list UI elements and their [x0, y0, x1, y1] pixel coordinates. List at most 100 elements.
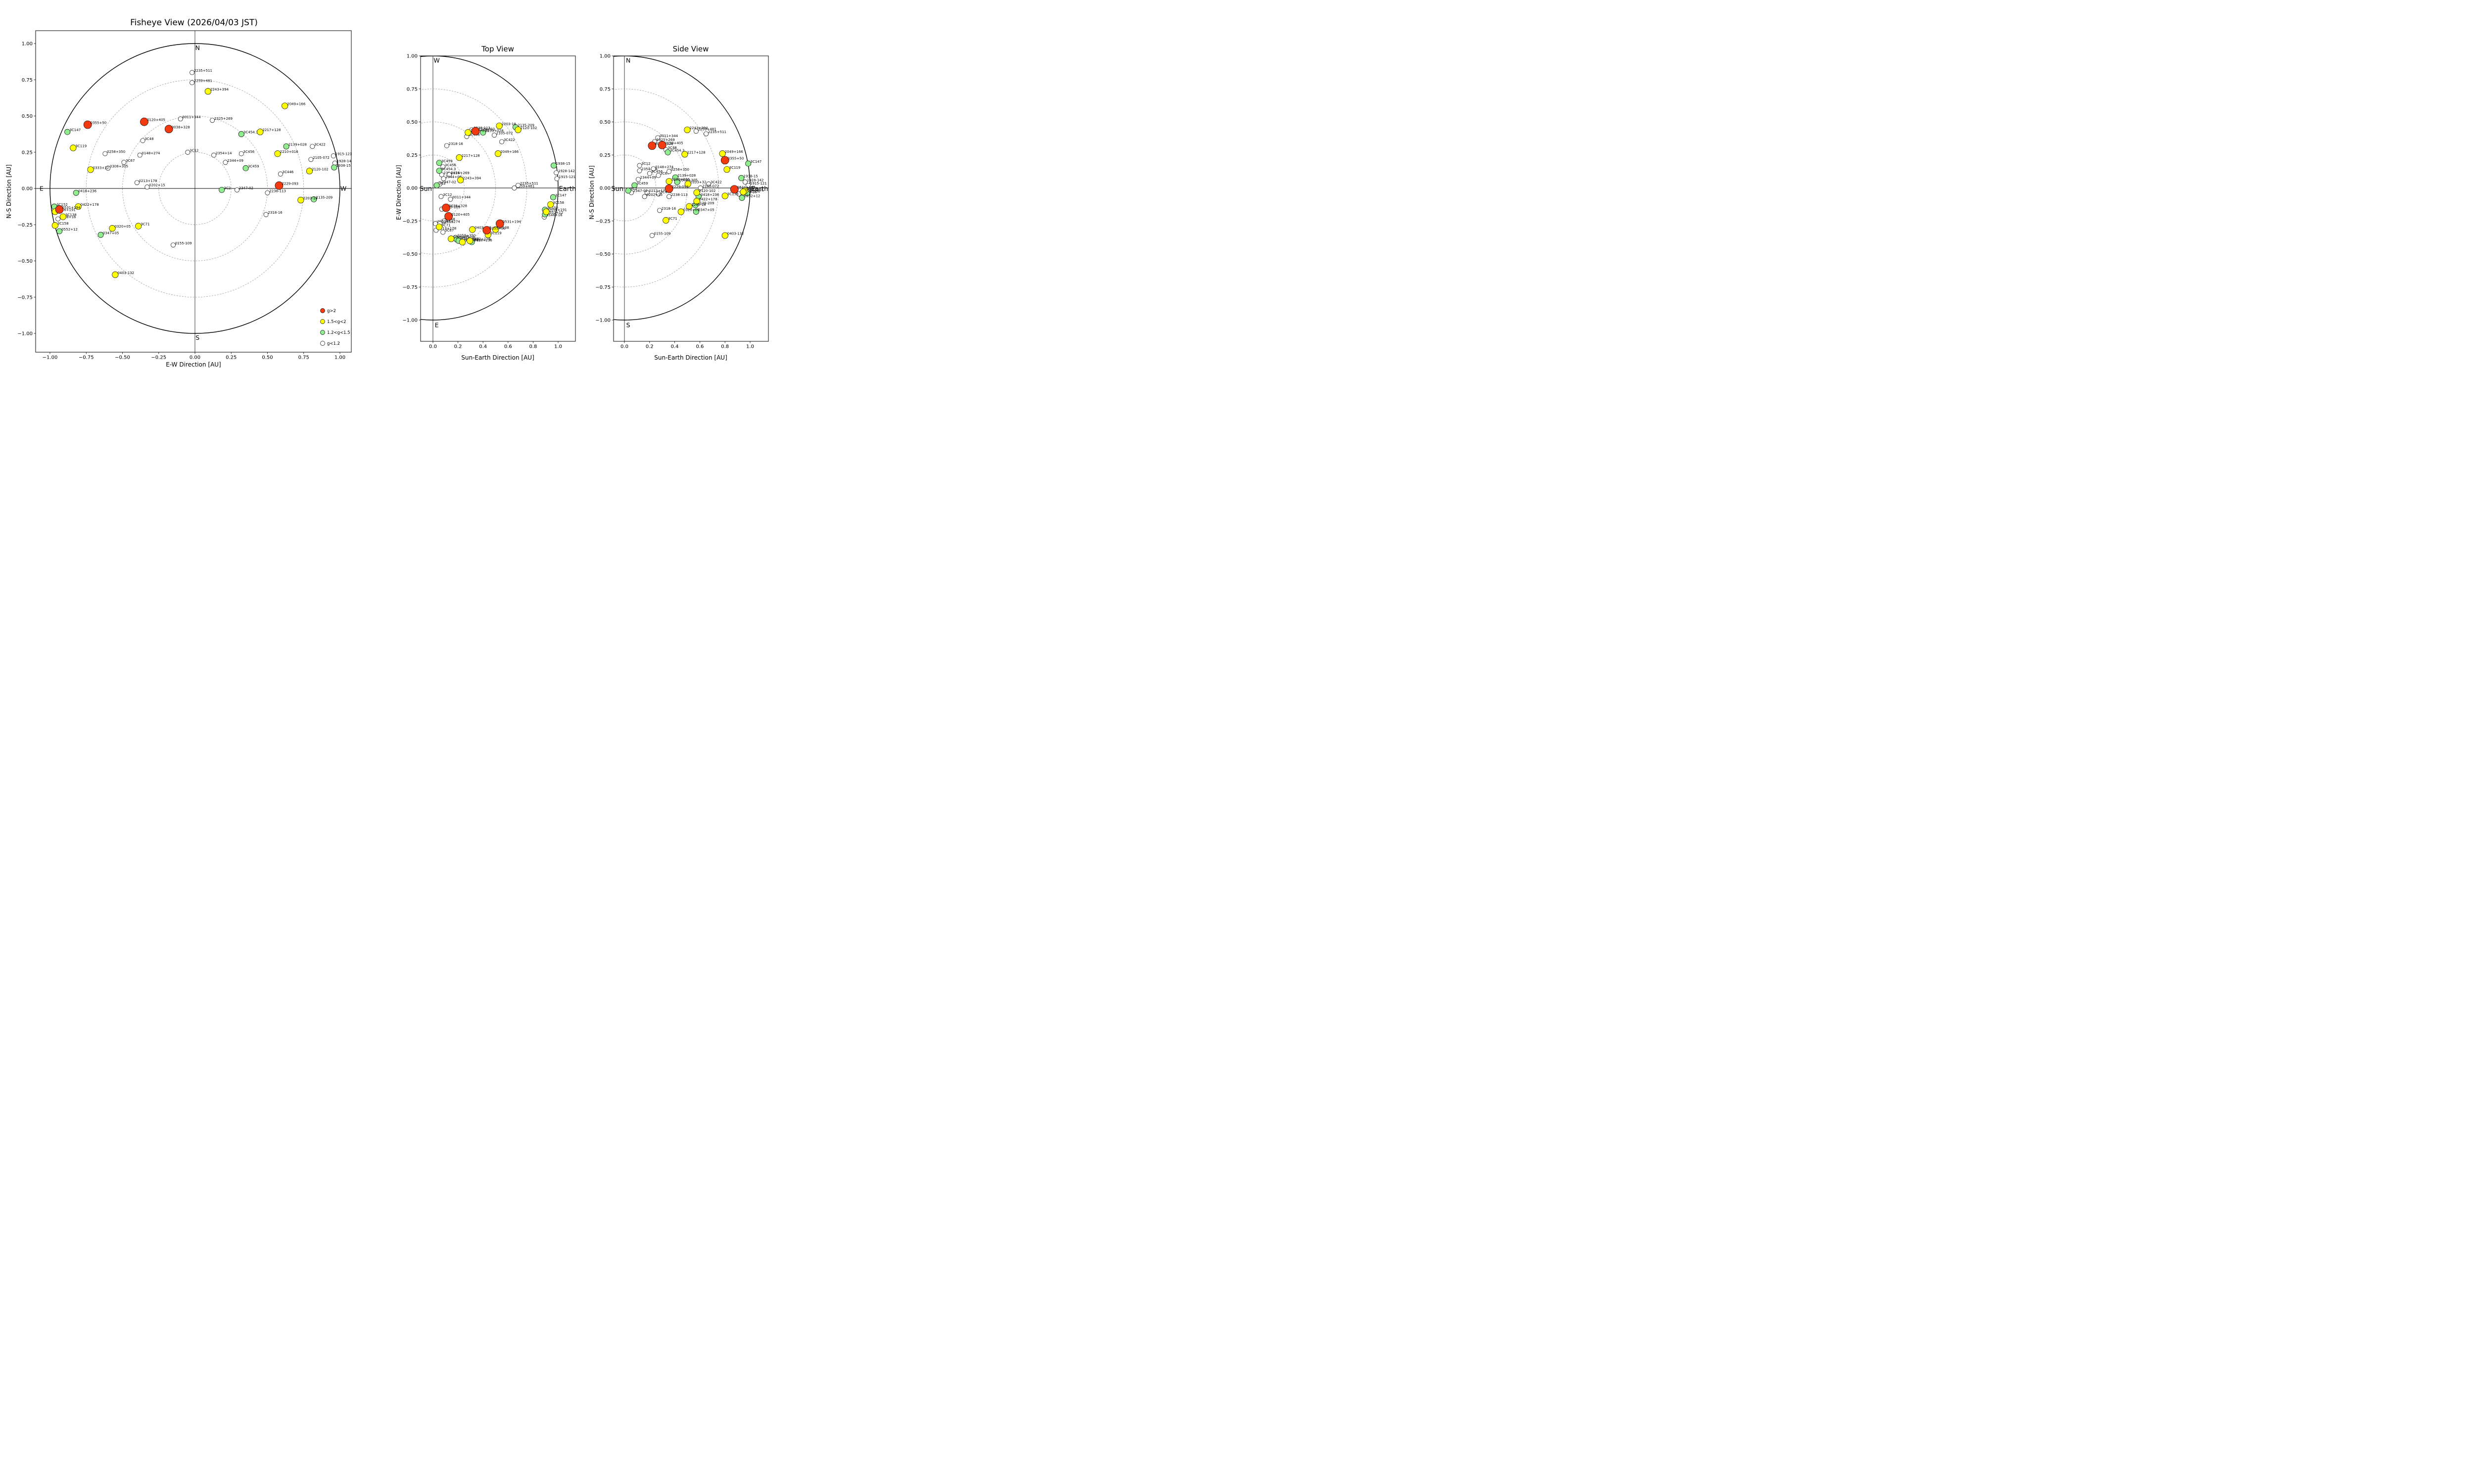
data-point — [642, 194, 647, 199]
data-point-label: 0418+236 — [78, 189, 97, 193]
data-point — [109, 225, 116, 232]
data-point — [495, 150, 502, 157]
data-point — [723, 166, 730, 173]
data-point-label: 0355+50 — [728, 156, 744, 160]
data-point — [448, 196, 453, 202]
data-point-label: 2139+028 — [288, 143, 307, 147]
data-point-label: 3C67 — [445, 229, 454, 232]
x-tick-label: −0.25 — [151, 355, 166, 361]
data-point-label: 0258+350 — [107, 150, 125, 154]
x-tick-label: 0.50 — [262, 355, 273, 361]
data-point — [681, 151, 688, 158]
data-point — [745, 160, 752, 167]
data-point — [185, 149, 190, 155]
data-point-label: 3C158 — [553, 201, 564, 205]
data-point-label: 2238-113 — [671, 193, 688, 197]
grid-circle-dashed — [122, 116, 268, 261]
data-point — [515, 126, 522, 134]
data-point — [140, 117, 148, 126]
data-point-label: 0548+16 — [546, 213, 563, 217]
y-tick-label: 1.00 — [600, 54, 611, 59]
data-point — [105, 166, 111, 171]
data-point — [140, 138, 145, 143]
data-point — [238, 151, 244, 156]
y-tick-label: 0.25 — [22, 150, 33, 155]
data-point-label: 0320+05 — [453, 235, 470, 239]
data-point — [275, 181, 284, 190]
y-tick-label: 0.25 — [600, 153, 611, 158]
data-point — [457, 177, 464, 184]
data-point-label: 1915-121 — [559, 175, 575, 179]
x-tick-label: 0.8 — [721, 344, 729, 350]
data-point — [190, 70, 195, 75]
x-tick-label: 0.0 — [620, 344, 628, 350]
data-point — [469, 226, 476, 233]
data-point — [441, 218, 447, 224]
data-point-label: 0347+05 — [459, 236, 475, 240]
data-point-label: 2243+394 — [690, 126, 709, 130]
data-point-label: 3C48 — [668, 146, 677, 150]
data-point — [663, 217, 669, 224]
side-view-title: Side View — [672, 45, 709, 53]
data-point-label: 1938-15 — [744, 174, 758, 178]
grid-circle-solid — [421, 56, 559, 321]
data-point-label: 2347-02 — [239, 186, 253, 190]
x-tick-label: 0.6 — [696, 344, 704, 350]
data-point — [440, 230, 446, 235]
data-point — [742, 180, 748, 185]
data-point — [459, 238, 466, 246]
data-point — [738, 175, 745, 181]
data-point-label: 2344+09 — [640, 176, 657, 180]
data-point — [684, 181, 691, 187]
y-tick-label: 0.00 — [600, 186, 611, 191]
y-tick-label: −0.25 — [402, 219, 418, 224]
data-point — [297, 196, 304, 203]
data-point — [171, 242, 176, 248]
data-point — [499, 139, 505, 144]
data-point-label: 0552+12 — [744, 194, 761, 198]
data-point-label: 2354+14 — [444, 171, 460, 175]
data-point — [436, 168, 442, 174]
data-point-label: 0038+328 — [172, 125, 190, 129]
data-point-label: 0556+191 — [746, 188, 764, 192]
data-point — [441, 176, 446, 182]
y-tick-label: 0.75 — [407, 87, 418, 92]
data-point-label: 0308+305 — [679, 178, 698, 182]
data-point-label: 2135-209 — [316, 195, 333, 199]
data-point — [306, 168, 313, 175]
data-point-label: 1915-121 — [750, 182, 767, 186]
x-tick-label: −0.50 — [115, 355, 130, 361]
data-point — [87, 166, 94, 173]
side-view-xlabel: Sun-Earth Direction [AU] — [654, 354, 727, 361]
data-point — [551, 162, 557, 169]
data-point-label: 0148+274 — [655, 165, 674, 169]
data-point — [310, 144, 315, 149]
top-view-ylabel: E-W Direction [AU] — [395, 165, 402, 220]
data-point-label: 3C71 — [141, 223, 149, 227]
data-point-label: 2318-16 — [449, 142, 464, 146]
data-point — [465, 129, 472, 136]
data-point-label: 2049+166 — [725, 150, 744, 154]
data-point — [102, 151, 108, 156]
data-point — [219, 186, 225, 193]
data-point — [665, 149, 671, 155]
grid-circle-dashed — [614, 154, 656, 222]
data-point-label: 0011+344 — [452, 195, 471, 199]
data-point-label: 2347-02 — [442, 180, 456, 184]
data-point-label: 2354+14 — [641, 167, 658, 171]
data-point-label: 3C459 — [637, 182, 648, 186]
data-point-label: 0556+191 — [549, 208, 567, 212]
x-tick-label: 0.2 — [646, 344, 654, 350]
data-point — [644, 190, 650, 195]
data-point — [665, 184, 673, 193]
data-point-label: 3C119 — [490, 231, 502, 235]
data-point — [55, 205, 64, 214]
x-tick-label: −0.75 — [79, 355, 94, 361]
data-point — [666, 178, 672, 185]
data-point — [693, 189, 700, 196]
data-point — [655, 135, 661, 140]
data-point — [693, 129, 699, 134]
y-tick-label: −1.00 — [17, 331, 33, 337]
data-point — [55, 216, 61, 222]
data-point — [496, 122, 503, 130]
